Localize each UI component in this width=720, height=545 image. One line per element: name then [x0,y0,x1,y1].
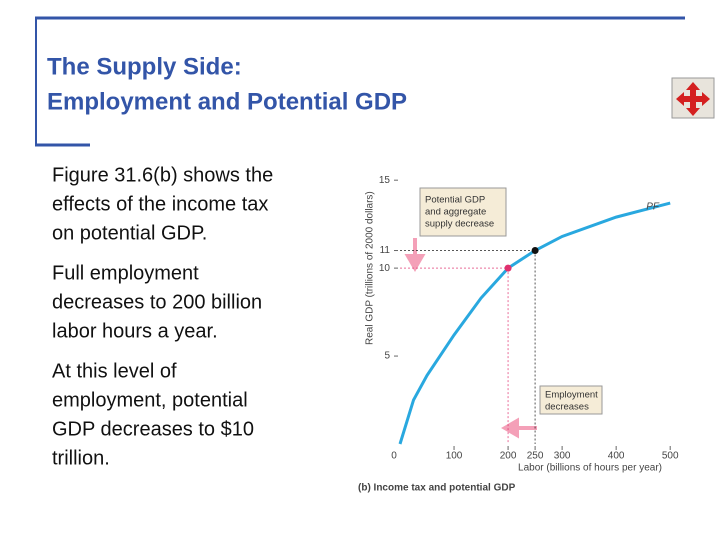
bullet-line: decreases to 200 billion [52,291,262,313]
bullet-line: Full employment [52,262,199,284]
x-tick-label: 500 [662,451,679,462]
x-tick-label: 300 [554,451,571,462]
slide-title: The Supply Side: [47,53,242,80]
nav-icon[interactable] [671,77,715,119]
chart-caption: (b) Income tax and potential GDP [358,483,516,494]
annotation: Potential GDP [425,195,485,206]
icon-arrows[interactable] [676,82,710,116]
y-axis-label: Real GDP (trillions of 2000 dollars) [365,191,376,345]
series-label: PF [646,202,660,213]
annotation-box [419,187,507,237]
annotation: and aggregate [425,207,486,218]
bullet-line: employment, potential [52,389,248,411]
y-tick-label: 10 [379,263,391,274]
annotation-box [539,385,603,415]
bullet-line: GDP decreases to $10 [52,418,254,440]
annotation: decreases [545,402,589,413]
annotation: supply decrease [425,219,494,230]
point [531,247,539,255]
bullet-line: trillion. [52,447,110,469]
x-tick-label: 100 [446,451,463,462]
bullet-line: on potential GDP. [52,222,207,244]
y-tick-label: 11 [380,245,391,256]
bullet-line: effects of the income tax [52,193,268,215]
arrow [501,417,537,439]
x-tick-label: 400 [608,451,625,462]
y-tick-label: 15 [379,175,391,186]
pf-curve [398,201,671,445]
x-tick-label: 250 [527,451,544,462]
y-tick-label: 5 [384,351,390,362]
annotation: Employment [545,390,598,401]
x-axis-label: Labor (billions of hours per year) [518,463,662,474]
arrow [404,238,426,272]
x-tick-label: 0 [391,451,397,462]
slide-title: Employment and Potential GDP [47,88,407,115]
x-tick-label: 200 [500,451,517,462]
bullet-line: At this level of [52,360,177,382]
point [504,264,512,272]
bullet-line: labor hours a year. [52,320,218,342]
bullet-line: Figure 31.6(b) shows the [52,164,273,186]
